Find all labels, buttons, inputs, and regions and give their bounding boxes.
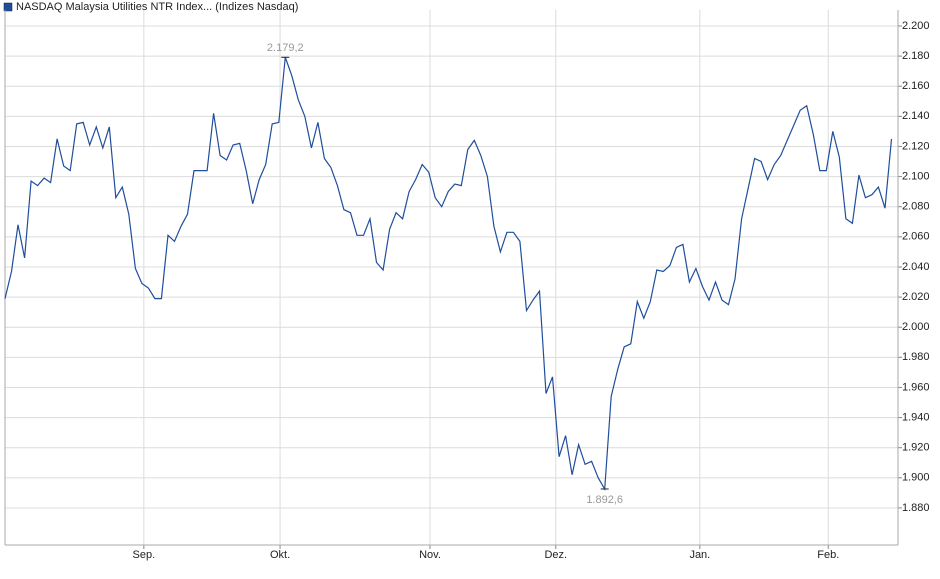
price-line — [4, 57, 893, 491]
x-tick-label: Nov. — [419, 549, 441, 561]
annotation: 1.892,6 — [586, 494, 623, 506]
x-tick-label: Okt. — [270, 549, 290, 561]
x-tick-label: Dez. — [544, 549, 567, 561]
y-tick-label: 2.020 — [902, 291, 930, 303]
y-tick-label: 2.160 — [902, 80, 930, 92]
y-tick-label: 1.980 — [902, 351, 930, 363]
y-tick-label: 1.880 — [902, 502, 930, 514]
y-tick-label: 2.000 — [902, 321, 930, 333]
y-tick-label: 2.100 — [902, 170, 930, 182]
y-tick-label: 1.900 — [902, 472, 930, 484]
y-tick-label: 1.960 — [902, 381, 930, 393]
y-tick-label: 2.200 — [902, 20, 930, 32]
y-tick-label: 1.920 — [902, 442, 930, 454]
y-tick-label: 2.120 — [902, 140, 930, 152]
y-tick-label: 2.080 — [902, 201, 930, 213]
chart-title: NASDAQ Malaysia Utilities NTR Index... (… — [16, 1, 298, 13]
y-tick-label: 2.140 — [902, 110, 930, 122]
x-tick-label: Sep. — [133, 549, 156, 561]
y-tick-label: 2.180 — [902, 50, 930, 62]
y-tick-label: 1.940 — [902, 411, 930, 423]
x-tick-label: Feb. — [817, 549, 839, 561]
x-tick-label: Jan. — [689, 549, 710, 561]
y-tick-label: 2.040 — [902, 261, 930, 273]
legend-swatch — [3, 2, 13, 12]
y-tick-label: 2.060 — [902, 231, 930, 243]
annotation: 2.179,2 — [267, 42, 304, 54]
